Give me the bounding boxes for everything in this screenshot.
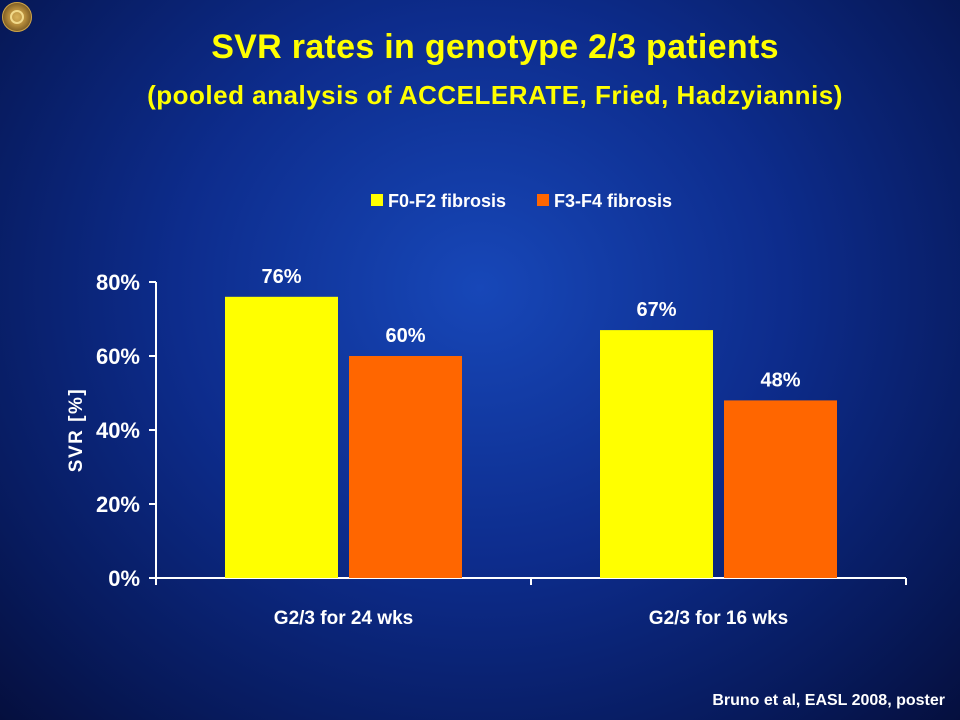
y-tick-label: 40% (96, 418, 140, 443)
bar-value-label: 76% (261, 266, 301, 288)
citation: Bruno et al, EASL 2008, poster (712, 692, 945, 709)
slide-subtitle: (pooled analysis of ACCELERATE, Fried, H… (147, 80, 843, 110)
y-tick-label: 0% (108, 566, 140, 591)
bar (225, 296, 338, 578)
legend-label: F3-F4 fibrosis (554, 191, 672, 211)
x-category-label: G2/3 for 24 wks (274, 608, 413, 629)
bar (724, 400, 837, 578)
x-category-label: G2/3 for 16 wks (649, 608, 788, 629)
chart-bars: 76% 60% 67% 48% (225, 266, 837, 578)
y-axis-label: SVR [%] (66, 388, 87, 472)
bar (349, 356, 462, 578)
chart-legend: F0-F2 fibrosis F3-F4 fibrosis (371, 191, 672, 211)
y-tick-label: 20% (96, 492, 140, 517)
y-tick-label: 60% (96, 344, 140, 369)
legend-swatch (371, 194, 383, 206)
bar (600, 330, 713, 578)
bar-value-label: 48% (760, 369, 800, 391)
chart-axes: 0% 20% 40% 60% 80% SVR [%] G2/3 for 24 wks G2/3… (66, 270, 907, 629)
legend-swatch (537, 194, 549, 206)
slide-title: SVR rates in genotype 2/3 patients (211, 28, 779, 66)
bar-value-label: 60% (385, 325, 425, 347)
y-tick-label: 80% (96, 270, 140, 295)
bar-value-label: 67% (636, 299, 676, 321)
logo (2, 2, 32, 32)
legend-label: F0-F2 fibrosis (388, 191, 506, 211)
